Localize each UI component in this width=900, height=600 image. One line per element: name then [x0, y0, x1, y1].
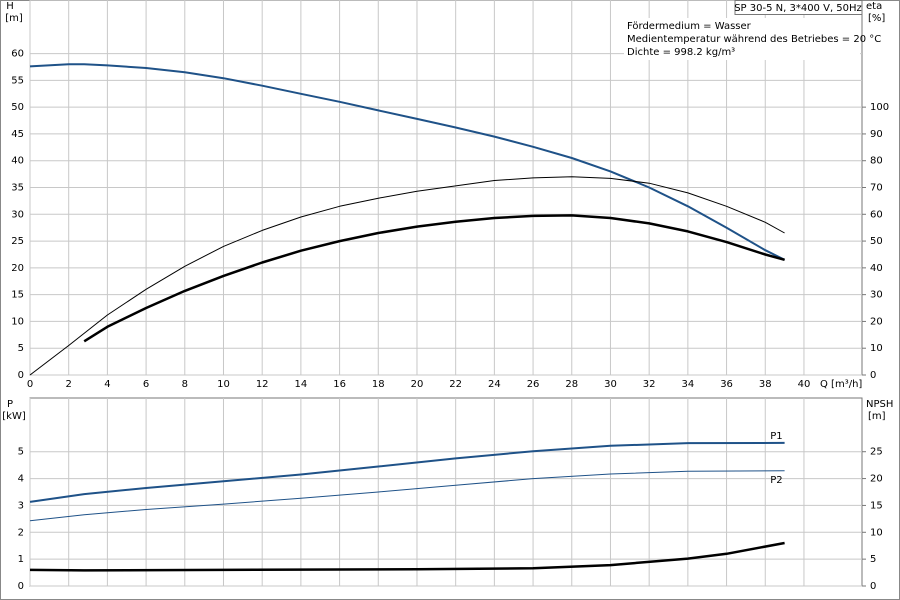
- plot-area: [29, 397, 863, 587]
- annotation-box: [624, 18, 860, 60]
- x-tick-label: 12: [256, 379, 269, 390]
- curve: [83, 214, 785, 343]
- x-tick-label: 2: [66, 379, 72, 390]
- x-tick-label: 18: [372, 379, 385, 390]
- y-tick-label: 50: [11, 102, 24, 113]
- y2-tick-label: 80: [870, 156, 883, 167]
- y2-axis-unit: [m]: [868, 411, 886, 422]
- x-tick-label: 16: [333, 379, 346, 390]
- curve: [29, 470, 785, 522]
- x-tick-label: 20: [411, 379, 424, 390]
- y-axis-label: P: [7, 399, 13, 410]
- chart-title: SP 30-5 N, 3*400 V, 50Hz: [734, 3, 862, 14]
- curve-label: P1: [770, 431, 782, 442]
- y-axis-label: H: [6, 1, 14, 12]
- x-tick-label: 34: [681, 379, 694, 390]
- curve-label: P2: [770, 475, 782, 486]
- y2-tick-label: 60: [870, 209, 883, 220]
- y-tick-label: 0: [18, 581, 24, 592]
- y2-tick-label: 0: [870, 581, 876, 592]
- y2-tick-label: 0: [870, 370, 876, 381]
- y-tick-label: 1: [18, 554, 24, 565]
- y-tick-label: 3: [18, 500, 24, 511]
- x-tick-label: 30: [604, 379, 617, 390]
- y-tick-label: 4: [18, 474, 24, 485]
- y-tick-label: 0: [18, 370, 24, 381]
- y2-tick-label: 10: [870, 343, 883, 354]
- y-tick-label: 55: [11, 75, 24, 86]
- y2-tick-label: 15: [870, 500, 883, 511]
- y2-axis-label: eta: [866, 1, 882, 12]
- y2-tick-label: 30: [870, 290, 883, 301]
- y2-tick-label: 90: [870, 129, 883, 140]
- x-tick-label: 38: [759, 379, 772, 390]
- x-axis-label: Q [m³/h]: [820, 379, 862, 390]
- y-tick-label: 15: [11, 290, 24, 301]
- y2-tick-label: 25: [870, 447, 883, 458]
- y2-tick-label: 10: [870, 527, 883, 538]
- y2-tick-label: 20: [870, 316, 883, 327]
- y-tick-label: 45: [11, 129, 24, 140]
- y-axis-unit: [kW]: [2, 411, 26, 422]
- y2-tick-label: 5: [870, 554, 876, 565]
- x-tick-label: 0: [27, 379, 33, 390]
- x-tick-label: 10: [217, 379, 230, 390]
- x-tick-label: 36: [720, 379, 733, 390]
- x-tick-label: 40: [798, 379, 811, 390]
- x-tick-label: 32: [643, 379, 656, 390]
- y-tick-label: 5: [18, 447, 24, 458]
- x-tick-label: 14: [295, 379, 308, 390]
- y-tick-label: 10: [11, 316, 24, 327]
- y-tick-label: 30: [11, 209, 24, 220]
- x-tick-label: 22: [449, 379, 462, 390]
- x-tick-label: 28: [565, 379, 578, 390]
- y2-tick-label: 70: [870, 183, 883, 194]
- curve: [29, 176, 785, 376]
- x-tick-label: 6: [143, 379, 149, 390]
- curve: [29, 441, 785, 503]
- title-box: [734, 0, 863, 15]
- x-tick-label: 4: [104, 379, 110, 390]
- y-tick-label: 5: [18, 343, 24, 354]
- y-tick-label: 2: [18, 527, 24, 538]
- y2-axis-unit: [%]: [868, 13, 885, 24]
- y-tick-label: 40: [11, 156, 24, 167]
- y-axis-unit: [m]: [5, 13, 23, 24]
- y2-axis-label: NPSH: [866, 399, 893, 410]
- y2-tick-label: 40: [870, 263, 883, 274]
- curve: [29, 541, 785, 572]
- y-tick-label: 25: [11, 236, 24, 247]
- y2-tick-label: 50: [870, 236, 883, 247]
- x-tick-label: 24: [488, 379, 501, 390]
- x-tick-label: 8: [182, 379, 188, 390]
- annotation: Dichte = 998.2 kg/m³: [627, 47, 735, 58]
- y-tick-label: 60: [11, 49, 24, 60]
- x-tick-label: 26: [527, 379, 540, 390]
- y2-tick-label: 100: [870, 102, 889, 113]
- y-tick-label: 35: [11, 183, 24, 194]
- y2-tick-label: 20: [870, 474, 883, 485]
- curve: [29, 63, 786, 261]
- y-tick-label: 20: [11, 263, 24, 274]
- annotation: Fördermedium = Wasser: [627, 21, 752, 32]
- annotation: Medientemperatur während des Betriebes =…: [627, 34, 881, 45]
